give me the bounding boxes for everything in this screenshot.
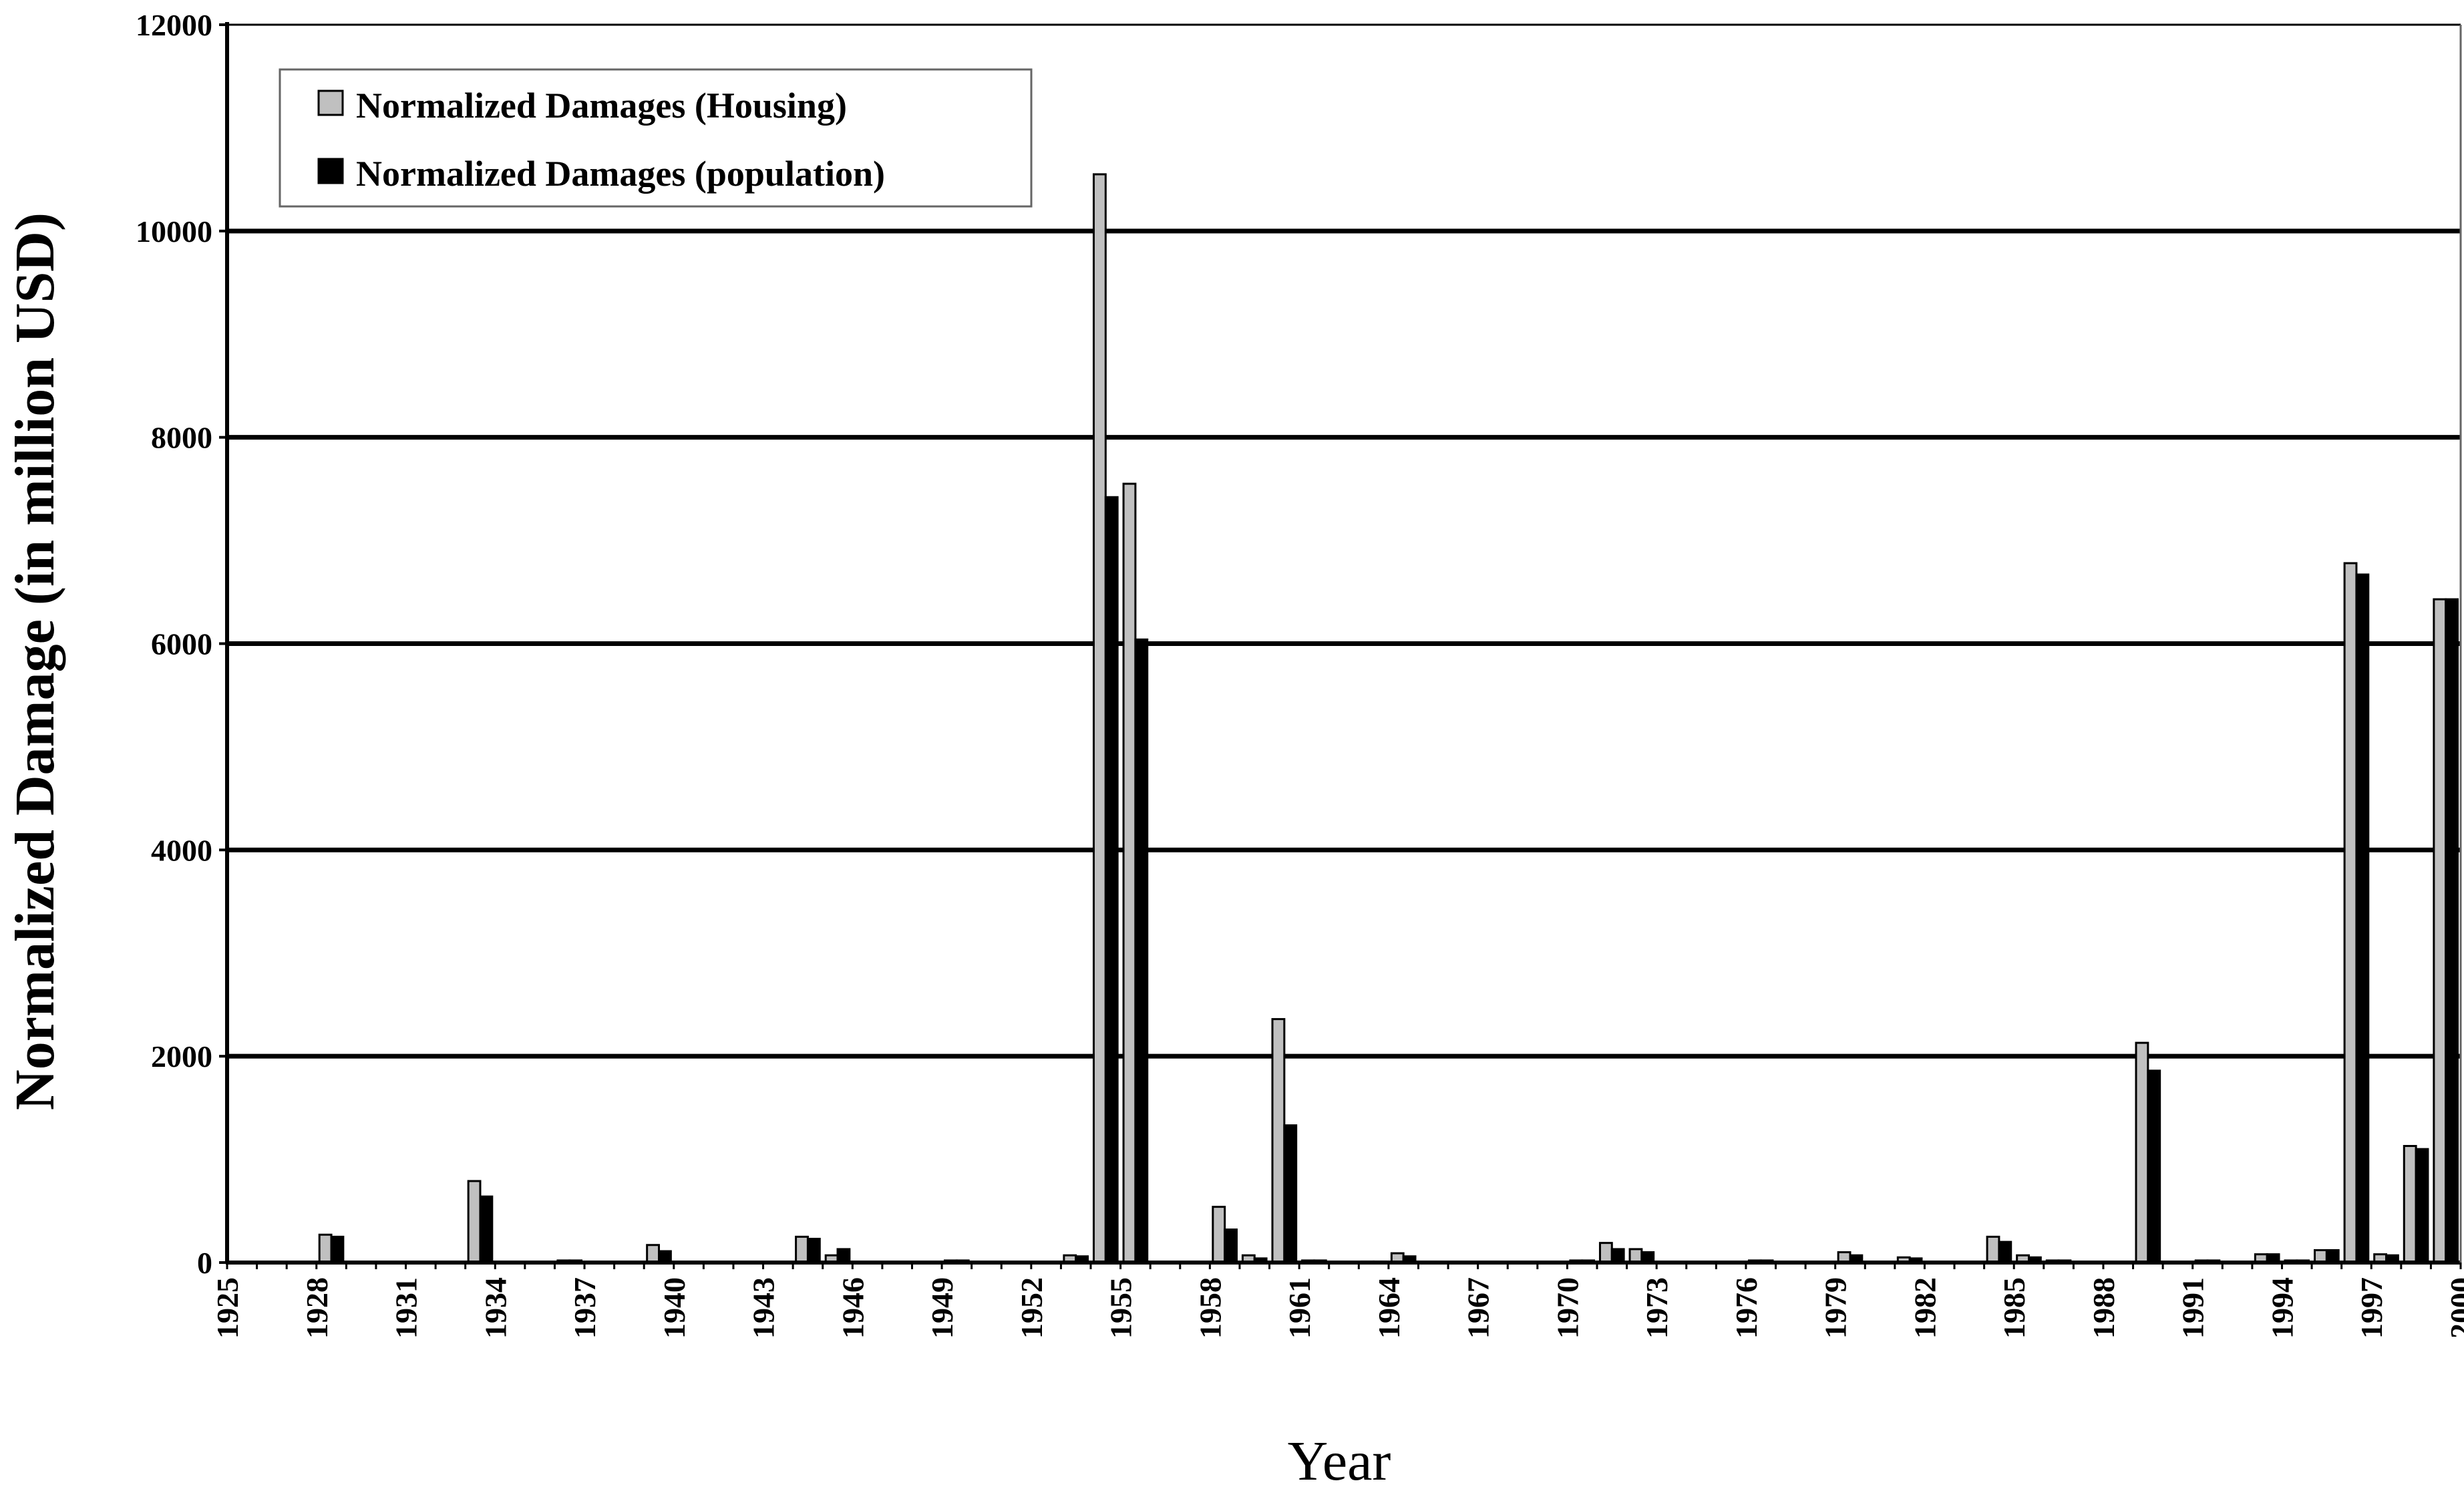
x-tick-label-1940: 1940 <box>657 1277 691 1339</box>
bar-housing-1939 <box>646 1244 661 1264</box>
x-tick-label-1994: 1994 <box>2265 1277 2299 1339</box>
bar-housing-1955 <box>1122 482 1137 1264</box>
x-tick-label-1925: 1925 <box>210 1277 244 1339</box>
x-tick-label-1979: 1979 <box>1819 1277 1853 1339</box>
bar-housing-1928 <box>318 1233 333 1264</box>
bar-population-1989 <box>2147 1069 2161 1264</box>
x-tick-label-1943: 1943 <box>747 1277 781 1339</box>
legend: Normalized Damages (Housing) Normalized … <box>279 68 1033 208</box>
x-tick-label-1970: 1970 <box>1550 1277 1584 1339</box>
bar-housing-1999 <box>2433 598 2447 1264</box>
bar-housing-1984 <box>1986 1235 2000 1264</box>
x-tick-label-1985: 1985 <box>1997 1277 2031 1339</box>
bar-population-1998 <box>2415 1148 2429 1264</box>
y-tick-label-12000: 12000 <box>136 8 212 42</box>
bar-population-1955 <box>1134 638 1149 1264</box>
y-tick-label-6000: 6000 <box>151 627 212 661</box>
bar-population-1958 <box>1224 1228 1238 1264</box>
bars-housing-series <box>318 173 2447 1264</box>
y-axis-label: Normalized Damage (in million USD) <box>4 212 66 1110</box>
legend-label-housing: Normalized Damages (Housing) <box>356 86 847 126</box>
bar-housing-1954 <box>1092 173 1107 1264</box>
x-tick-label-1928: 1928 <box>300 1277 334 1339</box>
legend-swatch-housing <box>317 90 344 116</box>
y-tick-label-4000: 4000 <box>151 833 212 867</box>
bar-population-1999 <box>2445 598 2459 1264</box>
x-tick-label-1997: 1997 <box>2354 1277 2389 1339</box>
x-tick-label-1937: 1937 <box>568 1277 602 1339</box>
bar-population-1945 <box>836 1248 851 1264</box>
bar-population-1944 <box>806 1237 821 1264</box>
bar-population-1996 <box>2355 573 2370 1264</box>
x-tick-label-1982: 1982 <box>1908 1277 1942 1339</box>
x-tick-label-1958: 1958 <box>1193 1277 1227 1339</box>
x-tick-label-1946: 1946 <box>836 1277 870 1339</box>
legend-label-population: Normalized Damages (population) <box>356 154 885 194</box>
x-tick-label-1961: 1961 <box>1282 1277 1316 1339</box>
x-tick-label-1931: 1931 <box>389 1277 423 1339</box>
x-tick-label-1988: 1988 <box>2087 1277 2121 1339</box>
x-tick-label-1976: 1976 <box>1729 1277 1763 1339</box>
y-tick-label-0: 0 <box>197 1246 212 1280</box>
bar-housing-1960 <box>1271 1018 1286 1264</box>
x-tick-label-1949: 1949 <box>925 1277 959 1339</box>
bar-population-1928 <box>330 1235 345 1264</box>
bar-housing-1971 <box>1598 1242 1613 1264</box>
y-axis-tick-labels: 0 2000 4000 6000 8000 10000 12000 <box>136 8 227 1280</box>
x-tick-label-1967: 1967 <box>1461 1277 1495 1339</box>
x-axis-tick-labels: 1925 1928 1931 1934 1937 1940 1943 1946 1949 1952… <box>210 1263 2464 1339</box>
gridlines <box>227 23 2461 1059</box>
y-tick-label-8000: 8000 <box>151 421 212 455</box>
bar-housing-1972 <box>1628 1248 1643 1264</box>
bar-housing-1958 <box>1212 1206 1226 1264</box>
x-tick-label-2000: 2000 <box>2444 1277 2464 1339</box>
y-tick-label-2000: 2000 <box>151 1039 212 1073</box>
x-tick-label-1964: 1964 <box>1372 1277 1406 1339</box>
legend-swatch-population <box>317 158 344 184</box>
x-tick-label-1955: 1955 <box>1104 1277 1138 1339</box>
bar-population-1971 <box>1610 1248 1625 1264</box>
bar-housing-1933 <box>467 1180 482 1264</box>
y-tick-label-10000: 10000 <box>136 214 212 248</box>
legend-box <box>279 68 1033 208</box>
bars-population-series <box>330 496 2459 1264</box>
bar-population-1954 <box>1104 496 1119 1264</box>
bar-population-1984 <box>1998 1240 2012 1264</box>
bar-housing-1989 <box>2135 1041 2149 1264</box>
bar-population-1960 <box>1283 1124 1298 1264</box>
x-axis-label: Year <box>1288 1430 1391 1492</box>
bar-housing-1998 <box>2403 1145 2417 1264</box>
bar-population-1933 <box>479 1195 494 1264</box>
bar-housing-1996 <box>2343 562 2358 1264</box>
x-tick-label-1973: 1973 <box>1640 1277 1674 1339</box>
x-tick-label-1934: 1934 <box>478 1277 512 1339</box>
x-tick-label-1991: 1991 <box>2176 1277 2210 1339</box>
bar-housing-1944 <box>795 1235 809 1264</box>
x-tick-label-1952: 1952 <box>1015 1277 1049 1339</box>
